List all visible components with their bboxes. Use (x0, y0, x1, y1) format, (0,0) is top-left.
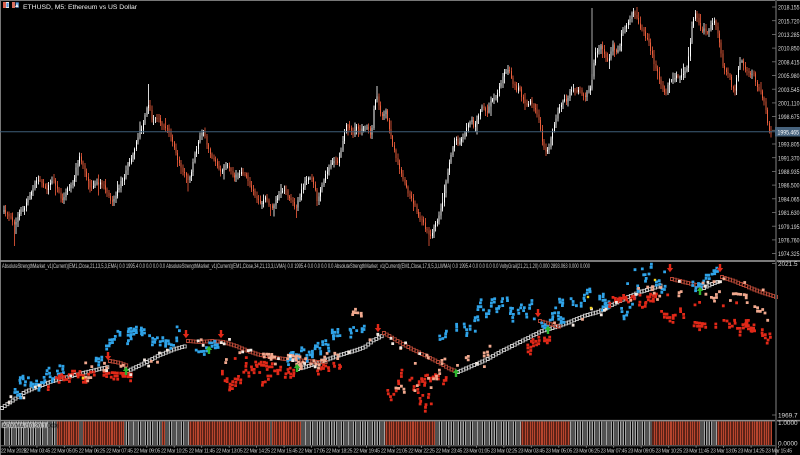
svg-text:1969.7: 1969.7 (778, 413, 798, 420)
svg-text:2018.155: 2018.155 (778, 5, 800, 12)
svg-text:ETHUSD, M5: Ethereum vs US Dol: ETHUSD, M5: Ethereum vs US Dollar (23, 4, 138, 11)
svg-text:1986.500: 1986.500 (778, 183, 800, 190)
svg-text:22 Mar 11:45: 22 Mar 11:45 (189, 449, 215, 455)
svg-text:22 Mar 23:45: 22 Mar 23:45 (436, 449, 463, 455)
svg-text:2005.980: 2005.980 (778, 73, 800, 80)
svg-text:23 Mar 07:45: 23 Mar 07:45 (601, 449, 628, 455)
svg-text:23 Mar 01:05: 23 Mar 01:05 (463, 449, 490, 455)
svg-text:22 Mar 06:25: 22 Mar 06:25 (79, 449, 106, 455)
svg-text:22 Mar 07:45: 22 Mar 07:45 (106, 449, 133, 455)
svg-text:0.0000: 0.0000 (778, 441, 798, 448)
svg-text:2015.720: 2015.720 (778, 18, 800, 25)
svg-text:22 Mar 21:05: 22 Mar 21:05 (381, 449, 408, 455)
svg-text:1974.325: 1974.325 (778, 251, 800, 258)
svg-text:1979.195: 1979.195 (778, 224, 800, 231)
svg-text:22 Mar 03:45: 22 Mar 03:45 (24, 449, 51, 455)
svg-text:1998.675: 1998.675 (778, 114, 800, 121)
svg-text:1984.065: 1984.065 (778, 196, 800, 203)
svg-text:1988.935: 1988.935 (778, 169, 800, 176)
svg-text:22 Mar 19:45: 22 Mar 19:45 (353, 449, 380, 455)
svg-text:2001.110: 2001.110 (778, 101, 800, 108)
svg-text:22 Mar 17:05: 22 Mar 17:05 (298, 449, 325, 455)
svg-text:22 Mar 18:25: 22 Mar 18:25 (326, 449, 353, 455)
svg-text:AbsoluteStrengthMarket_v1(Curr: AbsoluteStrengthMarket_v1(Current)(EM1,C… (2, 263, 590, 270)
svg-text:1981.630: 1981.630 (778, 210, 800, 217)
svg-text:2013.285: 2013.285 (778, 32, 800, 39)
svg-text:23 Mar 11:45: 23 Mar 11:45 (683, 449, 709, 455)
svg-text:1.0000: 1.0000 (778, 420, 798, 427)
svg-text:23 Mar 13:05: 23 Mar 13:05 (710, 449, 737, 455)
svg-text:ADX/MA (10,20,1.000): ADX/MA (10,20,1.000) (3, 423, 59, 429)
svg-text:1991.370: 1991.370 (778, 155, 800, 162)
svg-text:23 Mar 14:25: 23 Mar 14:25 (738, 449, 765, 455)
svg-text:23 Mar 09:05: 23 Mar 09:05 (628, 449, 655, 455)
svg-text:22 Mar 10:25: 22 Mar 10:25 (161, 449, 188, 455)
svg-text:22 Mar 2025: 22 Mar 2025 (1, 449, 27, 455)
svg-text:22 Mar 15:45: 22 Mar 15:45 (271, 449, 298, 455)
svg-text:22 Mar 13:05: 22 Mar 13:05 (216, 449, 243, 455)
svg-text:23 Mar 10:25: 23 Mar 10:25 (656, 449, 683, 455)
svg-text:23 Mar 05:05: 23 Mar 05:05 (546, 449, 573, 455)
svg-text:23 Mar 02:25: 23 Mar 02:25 (491, 449, 518, 455)
svg-text:22 Mar 05:05: 22 Mar 05:05 (51, 449, 78, 455)
svg-text:22 Mar 22:25: 22 Mar 22:25 (408, 449, 435, 455)
svg-text:2003.545: 2003.545 (778, 87, 800, 94)
svg-text:23 Mar 03:45: 23 Mar 03:45 (518, 449, 545, 455)
svg-text:23 Mar 15:45: 23 Mar 15:45 (765, 449, 792, 455)
svg-text:1995.465: 1995.465 (778, 129, 800, 136)
svg-text:23 Mar 06:25: 23 Mar 06:25 (573, 449, 600, 455)
svg-text:2021.5: 2021.5 (778, 261, 798, 268)
svg-text:1993.805: 1993.805 (778, 142, 800, 149)
svg-text:1976.760: 1976.760 (778, 238, 800, 245)
svg-text:22 Mar 14:25: 22 Mar 14:25 (243, 449, 270, 455)
svg-text:22 Mar 09:05: 22 Mar 09:05 (134, 449, 161, 455)
svg-text:2008.415: 2008.415 (778, 59, 800, 66)
svg-text:2010.850: 2010.850 (778, 46, 800, 53)
